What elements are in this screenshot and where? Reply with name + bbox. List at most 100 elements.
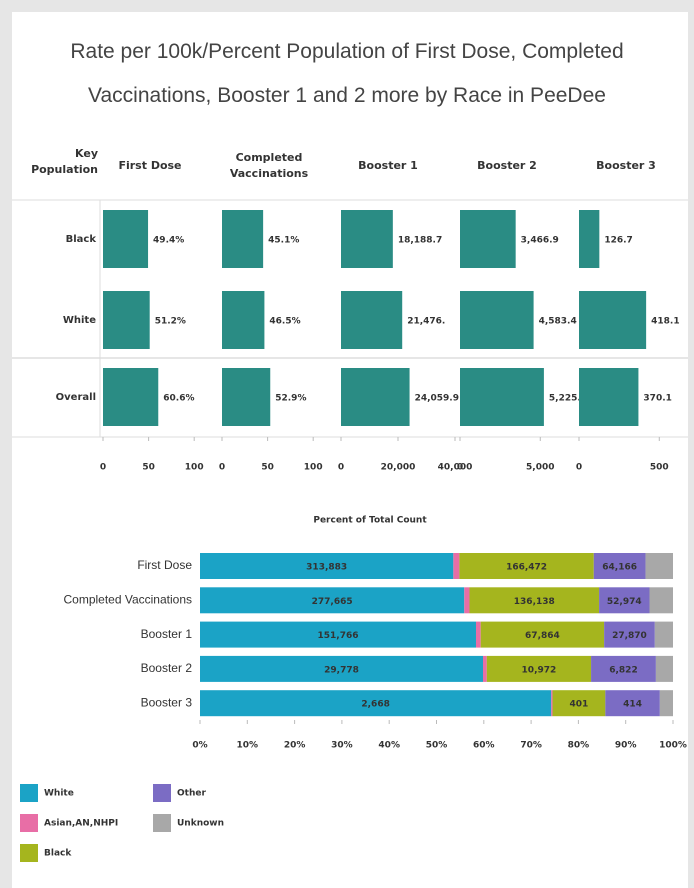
value-label: 2,668 <box>361 700 389 710</box>
bar-segment <box>659 690 673 717</box>
bar <box>579 210 600 268</box>
value-label: 5,225.5 <box>549 394 587 404</box>
category-label: Booster 3 <box>141 695 193 709</box>
legend-swatch <box>153 784 171 802</box>
x-tick-label: 0 <box>219 463 225 473</box>
value-label: 418.1 <box>651 317 679 327</box>
bar-segment <box>453 553 460 579</box>
x-tick-label: 0 <box>576 463 582 473</box>
value-label: 45.1% <box>268 236 299 246</box>
value-label: 18,188.7 <box>398 236 442 246</box>
value-label: 49.4% <box>153 236 184 246</box>
legend-swatch <box>20 844 38 862</box>
bar-segment <box>591 655 656 682</box>
value-label: 60.6% <box>163 394 194 404</box>
value-label: 3,466.9 <box>521 236 559 246</box>
legend-label: Black <box>44 849 72 859</box>
x-tick-label: 90% <box>615 741 637 751</box>
x-tick-label: 60% <box>473 741 495 751</box>
bar-segment <box>645 553 673 579</box>
value-label: 4,583.4 <box>539 317 577 327</box>
value-label: 151,766 <box>317 631 358 641</box>
x-tick-label: 40,000 <box>438 463 473 473</box>
bar-segment <box>654 621 673 648</box>
bar-segment <box>486 655 592 682</box>
category-label: First Dose <box>137 558 192 572</box>
bar-segment <box>480 621 605 648</box>
bar <box>341 291 403 349</box>
x-tick-label: 50 <box>142 463 155 473</box>
value-label: 29,778 <box>324 665 359 675</box>
value-label: 64,166 <box>602 563 637 573</box>
value-label: 21,476. <box>407 317 445 327</box>
bar-segment <box>604 621 655 648</box>
panel-header: Booster 2 <box>477 159 537 172</box>
value-label: 313,883 <box>306 563 347 573</box>
bar <box>222 368 271 426</box>
panel-header: Booster 3 <box>596 159 656 172</box>
chart-subtitle: Percent of Total Count <box>313 516 427 526</box>
bar-segment <box>200 690 552 717</box>
bar-segment <box>649 587 673 614</box>
bar <box>341 210 393 268</box>
value-label: 136,138 <box>514 597 555 607</box>
x-tick-label: 50% <box>426 741 448 751</box>
legend-swatch <box>20 784 38 802</box>
x-tick-label: 500 <box>650 463 669 473</box>
bar-segment <box>200 621 476 648</box>
x-tick-label: 30% <box>331 741 353 751</box>
bar-segment <box>464 587 470 614</box>
value-label: 10,972 <box>522 665 557 675</box>
bar <box>103 368 159 426</box>
x-tick-label: 80% <box>568 741 590 751</box>
panel-header: Booster 1 <box>358 159 418 172</box>
category-label: Booster 1 <box>141 627 193 641</box>
panel-header: First Dose <box>118 159 182 172</box>
value-label: 24,059.9 <box>415 394 459 404</box>
legend-swatch <box>20 814 38 832</box>
legend-label: White <box>44 789 74 799</box>
bar-segment <box>200 655 483 682</box>
bar <box>460 368 544 426</box>
bar-segment <box>482 655 487 682</box>
chart-title: Rate per 100k/Percent Population of Firs… <box>70 40 624 107</box>
dashboard-card <box>12 12 688 888</box>
bar <box>103 291 150 349</box>
bar <box>222 210 264 268</box>
value-label: 52,974 <box>607 597 642 607</box>
bar-segment <box>200 553 454 579</box>
bar-segment <box>200 587 465 614</box>
x-tick-label: 50 <box>261 463 274 473</box>
bar-segment <box>551 690 553 717</box>
value-label: 51.2% <box>155 317 186 327</box>
legend-label: Asian,AN,NHPI <box>44 819 118 829</box>
legend-label: Other <box>177 789 206 799</box>
row-label: Overall <box>56 392 96 403</box>
row-header: Key Population <box>31 147 98 176</box>
x-tick-label: 20% <box>284 741 306 751</box>
value-label: 414 <box>623 700 642 710</box>
bar-segment <box>605 690 660 717</box>
bar-segment <box>459 553 594 579</box>
x-tick-label: 100 <box>304 463 323 473</box>
bar <box>222 291 265 349</box>
bar <box>579 368 639 426</box>
x-tick-label: 100 <box>185 463 204 473</box>
bar-segment <box>475 621 481 648</box>
category-label: Completed Vaccinations <box>63 592 192 606</box>
bar-segment <box>599 587 650 614</box>
value-label: 6,822 <box>609 665 637 675</box>
bar <box>103 210 149 268</box>
legend-label: Unknown <box>177 819 224 829</box>
bar-segment <box>552 690 606 717</box>
legend-swatch <box>153 814 171 832</box>
bar <box>579 291 647 349</box>
x-tick-label: 20,000 <box>381 463 416 473</box>
bar-segment <box>469 587 600 614</box>
x-tick-label: 10% <box>237 741 259 751</box>
value-label: 401 <box>570 700 589 710</box>
value-label: 277,665 <box>312 597 353 607</box>
x-tick-label: 0 <box>338 463 344 473</box>
x-tick-label: 0% <box>192 741 207 751</box>
value-label: 52.9% <box>275 394 306 404</box>
